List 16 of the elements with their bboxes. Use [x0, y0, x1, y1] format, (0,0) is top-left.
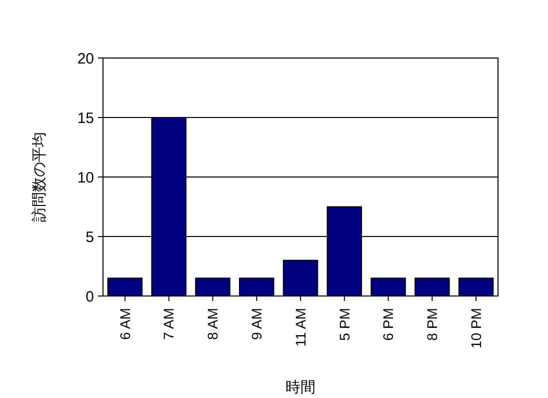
x-tick-label: 6 AM — [116, 308, 133, 340]
x-tick-label: 10 PM — [468, 308, 484, 348]
y-tick-label: 15 — [77, 110, 94, 127]
x-tick-label: 6 PM — [380, 308, 396, 341]
x-axis-title: 時間 — [286, 379, 316, 396]
y-tick-label: 5 — [86, 228, 94, 246]
x-tick-label: 9 AM — [248, 308, 265, 340]
x-tick-label: 8 PM — [424, 308, 440, 341]
y-tick-label: 10 — [77, 169, 94, 186]
x-tick-label: 11 AM — [292, 308, 308, 347]
x-tick-label: 7 AM — [160, 308, 177, 340]
y-tick-label: 0 — [86, 288, 94, 306]
x-tick-label: 8 AM — [204, 308, 221, 340]
x-tick-label: 5 PM — [336, 308, 352, 341]
y-axis-title: 訪問数の平均 — [31, 132, 48, 222]
y-tick-label: 20 — [77, 50, 94, 68]
